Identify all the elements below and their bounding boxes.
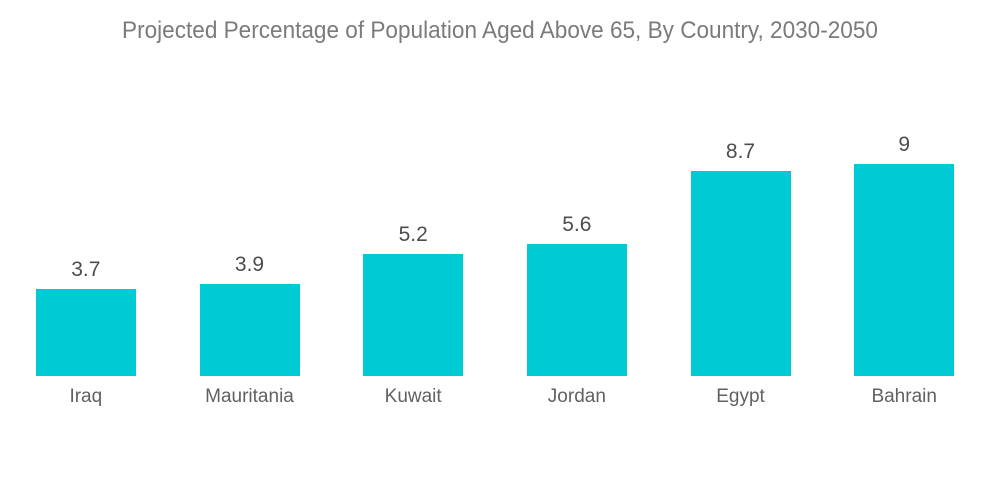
bar-column: 3.7 Iraq [4, 0, 168, 409]
bar-category-label: Jordan [547, 386, 606, 407]
bar-value-label: 5.2 [398, 223, 428, 246]
bar-category-label: Bahrain [871, 386, 937, 407]
bar [199, 284, 300, 376]
bar [35, 289, 136, 376]
bar-value-label: 9 [898, 133, 911, 156]
bar-category-label: Mauritania [205, 386, 294, 407]
bar [854, 164, 955, 376]
bar-column: 5.6 Jordan [495, 0, 659, 409]
bar [690, 171, 791, 376]
bar-category-label: Kuwait [384, 386, 442, 407]
bar-column: 9 Bahrain [822, 0, 986, 409]
bar-value-label: 3.9 [234, 253, 265, 276]
bar-value-label: 5.6 [562, 213, 592, 236]
bar [363, 254, 464, 376]
bar-value-label: 8.7 [725, 140, 756, 163]
bar-column: 5.2 Kuwait [331, 0, 495, 409]
chart-title: Projected Percentage of Population Aged … [122, 17, 878, 44]
bar-category-label: Iraq [69, 386, 103, 407]
bar-column: 3.9 Mauritania [168, 0, 332, 409]
bar-column: 8.7 Egypt [659, 0, 823, 409]
bar [526, 244, 627, 376]
bar-value-label: 3.7 [71, 258, 101, 281]
bars-row: 3.7 Iraq 3.9 Mauritania 5.2 Kuwait 5.6 Jordan 8.… [4, 0, 986, 409]
bar-category-label: Egypt [716, 386, 765, 407]
